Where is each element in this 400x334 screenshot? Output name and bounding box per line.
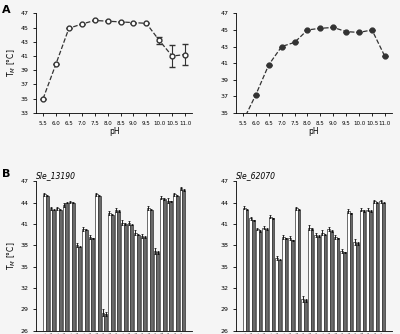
Bar — [173, 194, 176, 334]
Bar — [382, 203, 385, 334]
Bar — [140, 236, 143, 334]
Bar — [147, 208, 150, 334]
Bar — [343, 253, 346, 334]
Bar — [291, 240, 294, 334]
Bar — [259, 231, 262, 334]
Bar — [373, 201, 376, 334]
Bar — [95, 194, 98, 334]
Bar — [166, 200, 169, 334]
Text: A: A — [2, 5, 10, 15]
Bar — [43, 194, 46, 334]
Bar — [272, 218, 274, 334]
X-axis label: pH: pH — [309, 127, 319, 136]
Bar — [269, 217, 272, 334]
Bar — [121, 222, 124, 334]
Bar — [62, 205, 65, 334]
Bar — [50, 208, 52, 334]
Bar — [52, 210, 55, 334]
Bar — [163, 199, 166, 334]
Bar — [330, 231, 333, 334]
Bar — [91, 238, 94, 334]
Bar — [117, 211, 120, 334]
Bar — [130, 225, 133, 334]
Bar — [128, 223, 130, 334]
Text: B: B — [2, 169, 10, 179]
Bar — [169, 201, 172, 334]
Bar — [252, 220, 255, 334]
Bar — [347, 211, 350, 334]
Bar — [298, 210, 300, 334]
Bar — [182, 190, 185, 334]
Bar — [88, 237, 91, 334]
Bar — [317, 236, 320, 334]
Bar — [256, 229, 259, 334]
Bar — [72, 203, 74, 334]
Bar — [137, 235, 140, 334]
Bar — [350, 213, 352, 334]
Bar — [59, 210, 62, 334]
Bar — [262, 227, 265, 334]
Bar — [85, 230, 88, 334]
Bar — [363, 211, 366, 334]
Bar — [324, 235, 326, 334]
Bar — [354, 242, 356, 334]
Bar — [108, 213, 111, 334]
Bar — [46, 196, 48, 334]
Bar — [337, 238, 340, 334]
Bar — [308, 227, 311, 334]
Bar — [246, 210, 248, 334]
Bar — [311, 229, 314, 334]
Bar — [356, 243, 359, 334]
Bar — [250, 218, 252, 334]
Bar — [380, 201, 382, 334]
Bar — [154, 251, 156, 334]
Bar — [78, 247, 81, 334]
Bar — [76, 245, 78, 334]
Bar — [282, 237, 285, 334]
Text: Sle_13190: Sle_13190 — [36, 172, 76, 181]
Bar — [143, 237, 146, 334]
Bar — [376, 203, 378, 334]
Bar — [156, 253, 159, 334]
Bar — [278, 260, 281, 334]
Bar — [288, 238, 291, 334]
Bar — [302, 299, 304, 334]
Bar — [243, 208, 246, 334]
Bar — [82, 229, 85, 334]
Bar — [334, 237, 337, 334]
Bar — [69, 202, 72, 334]
Bar — [360, 210, 363, 334]
X-axis label: pH: pH — [109, 127, 119, 136]
Bar — [328, 229, 330, 334]
Bar — [340, 251, 343, 334]
Y-axis label: T$_{M}$ [°C]: T$_{M}$ [°C] — [5, 49, 18, 77]
Bar — [285, 238, 288, 334]
Bar — [111, 215, 114, 334]
Bar — [176, 196, 178, 334]
Bar — [366, 210, 369, 334]
Bar — [134, 232, 137, 334]
Bar — [124, 224, 126, 334]
Y-axis label: T$_{M}$ [°C]: T$_{M}$ [°C] — [5, 242, 18, 270]
Bar — [276, 258, 278, 334]
Bar — [102, 313, 104, 334]
Bar — [265, 229, 268, 334]
Bar — [104, 314, 107, 334]
Bar — [56, 208, 59, 334]
Bar — [65, 203, 68, 334]
Bar — [321, 232, 324, 334]
Bar — [114, 210, 117, 334]
Bar — [295, 208, 298, 334]
Bar — [150, 210, 152, 334]
Bar — [98, 196, 100, 334]
Bar — [304, 300, 307, 334]
Text: Sle_62070: Sle_62070 — [236, 172, 276, 181]
Bar — [369, 211, 372, 334]
Bar — [180, 188, 182, 334]
Bar — [160, 198, 163, 334]
Bar — [314, 235, 317, 334]
